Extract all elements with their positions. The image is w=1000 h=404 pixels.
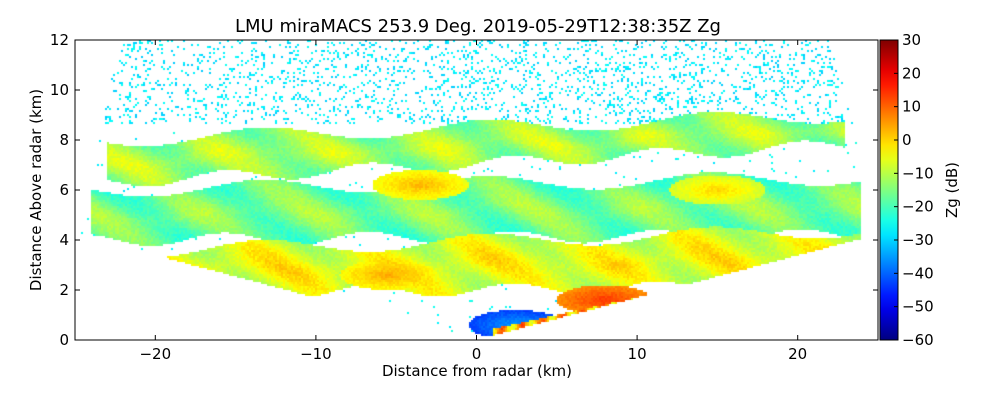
colorbar-tick-label: −40 [902, 264, 934, 282]
colorbar-tick-label: −50 [902, 298, 934, 316]
x-tick-label: 10 [628, 345, 647, 363]
reflectivity-field [75, 40, 878, 340]
colorbar-tick-label: −30 [902, 231, 934, 249]
x-axis-label: Distance from radar (km) [382, 362, 572, 380]
x-tick-label: −10 [300, 345, 332, 363]
y-tick-label: 2 [59, 281, 69, 299]
x-tick-label: 0 [472, 345, 482, 363]
y-axis-label: Distance Above radar (km) [27, 89, 45, 291]
colorbar-bar [879, 39, 899, 341]
colorbar-label: Zg (dB) [943, 162, 961, 218]
colorbar-tick-label: 0 [902, 131, 912, 149]
y-tick-label: 10 [50, 81, 69, 99]
colorbar-tick-label: −10 [902, 164, 934, 182]
plot-area [75, 40, 878, 340]
chart-title: LMU miraMACS 253.9 Deg. 2019-05-29T12:38… [235, 16, 721, 37]
y-tick-label: 4 [59, 231, 69, 249]
x-tick-label: 20 [788, 345, 807, 363]
y-tick-label: 0 [59, 331, 69, 349]
colorbar-tick-label: 20 [902, 64, 921, 82]
axes: −20 −10 0 10 20 0 2 4 6 8 10 12 [50, 31, 879, 363]
colorbar-tick-label: −20 [902, 198, 934, 216]
colorbar: 30 20 10 0 −10 −20 −30 −40 −50 −60 [879, 31, 934, 349]
y-tick-label: 8 [59, 131, 69, 149]
y-tick-label: 6 [59, 181, 69, 199]
y-tick-label: 12 [50, 31, 69, 49]
colorbar-tick-label: −60 [902, 331, 934, 349]
x-tick-label: −20 [139, 345, 171, 363]
colorbar-tick-label: 10 [902, 98, 921, 116]
colorbar-tick-label: 30 [902, 31, 921, 49]
